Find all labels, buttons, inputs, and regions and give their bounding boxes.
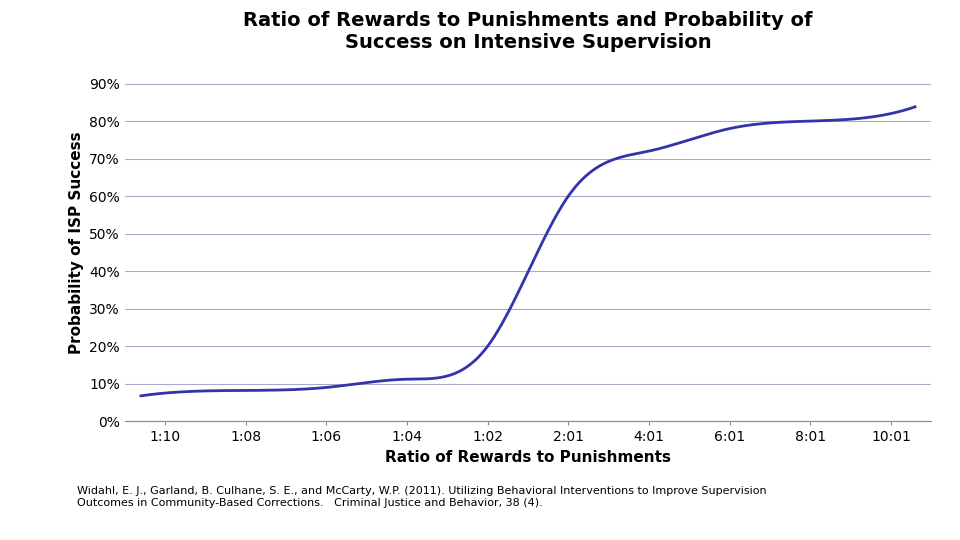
X-axis label: Ratio of Rewards to Punishments: Ratio of Rewards to Punishments (385, 450, 671, 465)
Text: Widahl, E. J., Garland, B. Culhane, S. E., and McCarty, W.P. (2011). Utilizing B: Widahl, E. J., Garland, B. Culhane, S. E… (77, 486, 766, 508)
Y-axis label: Probability of ISP Success: Probability of ISP Success (68, 132, 84, 354)
Title: Ratio of Rewards to Punishments and Probability of
Success on Intensive Supervis: Ratio of Rewards to Punishments and Prob… (243, 11, 813, 52)
